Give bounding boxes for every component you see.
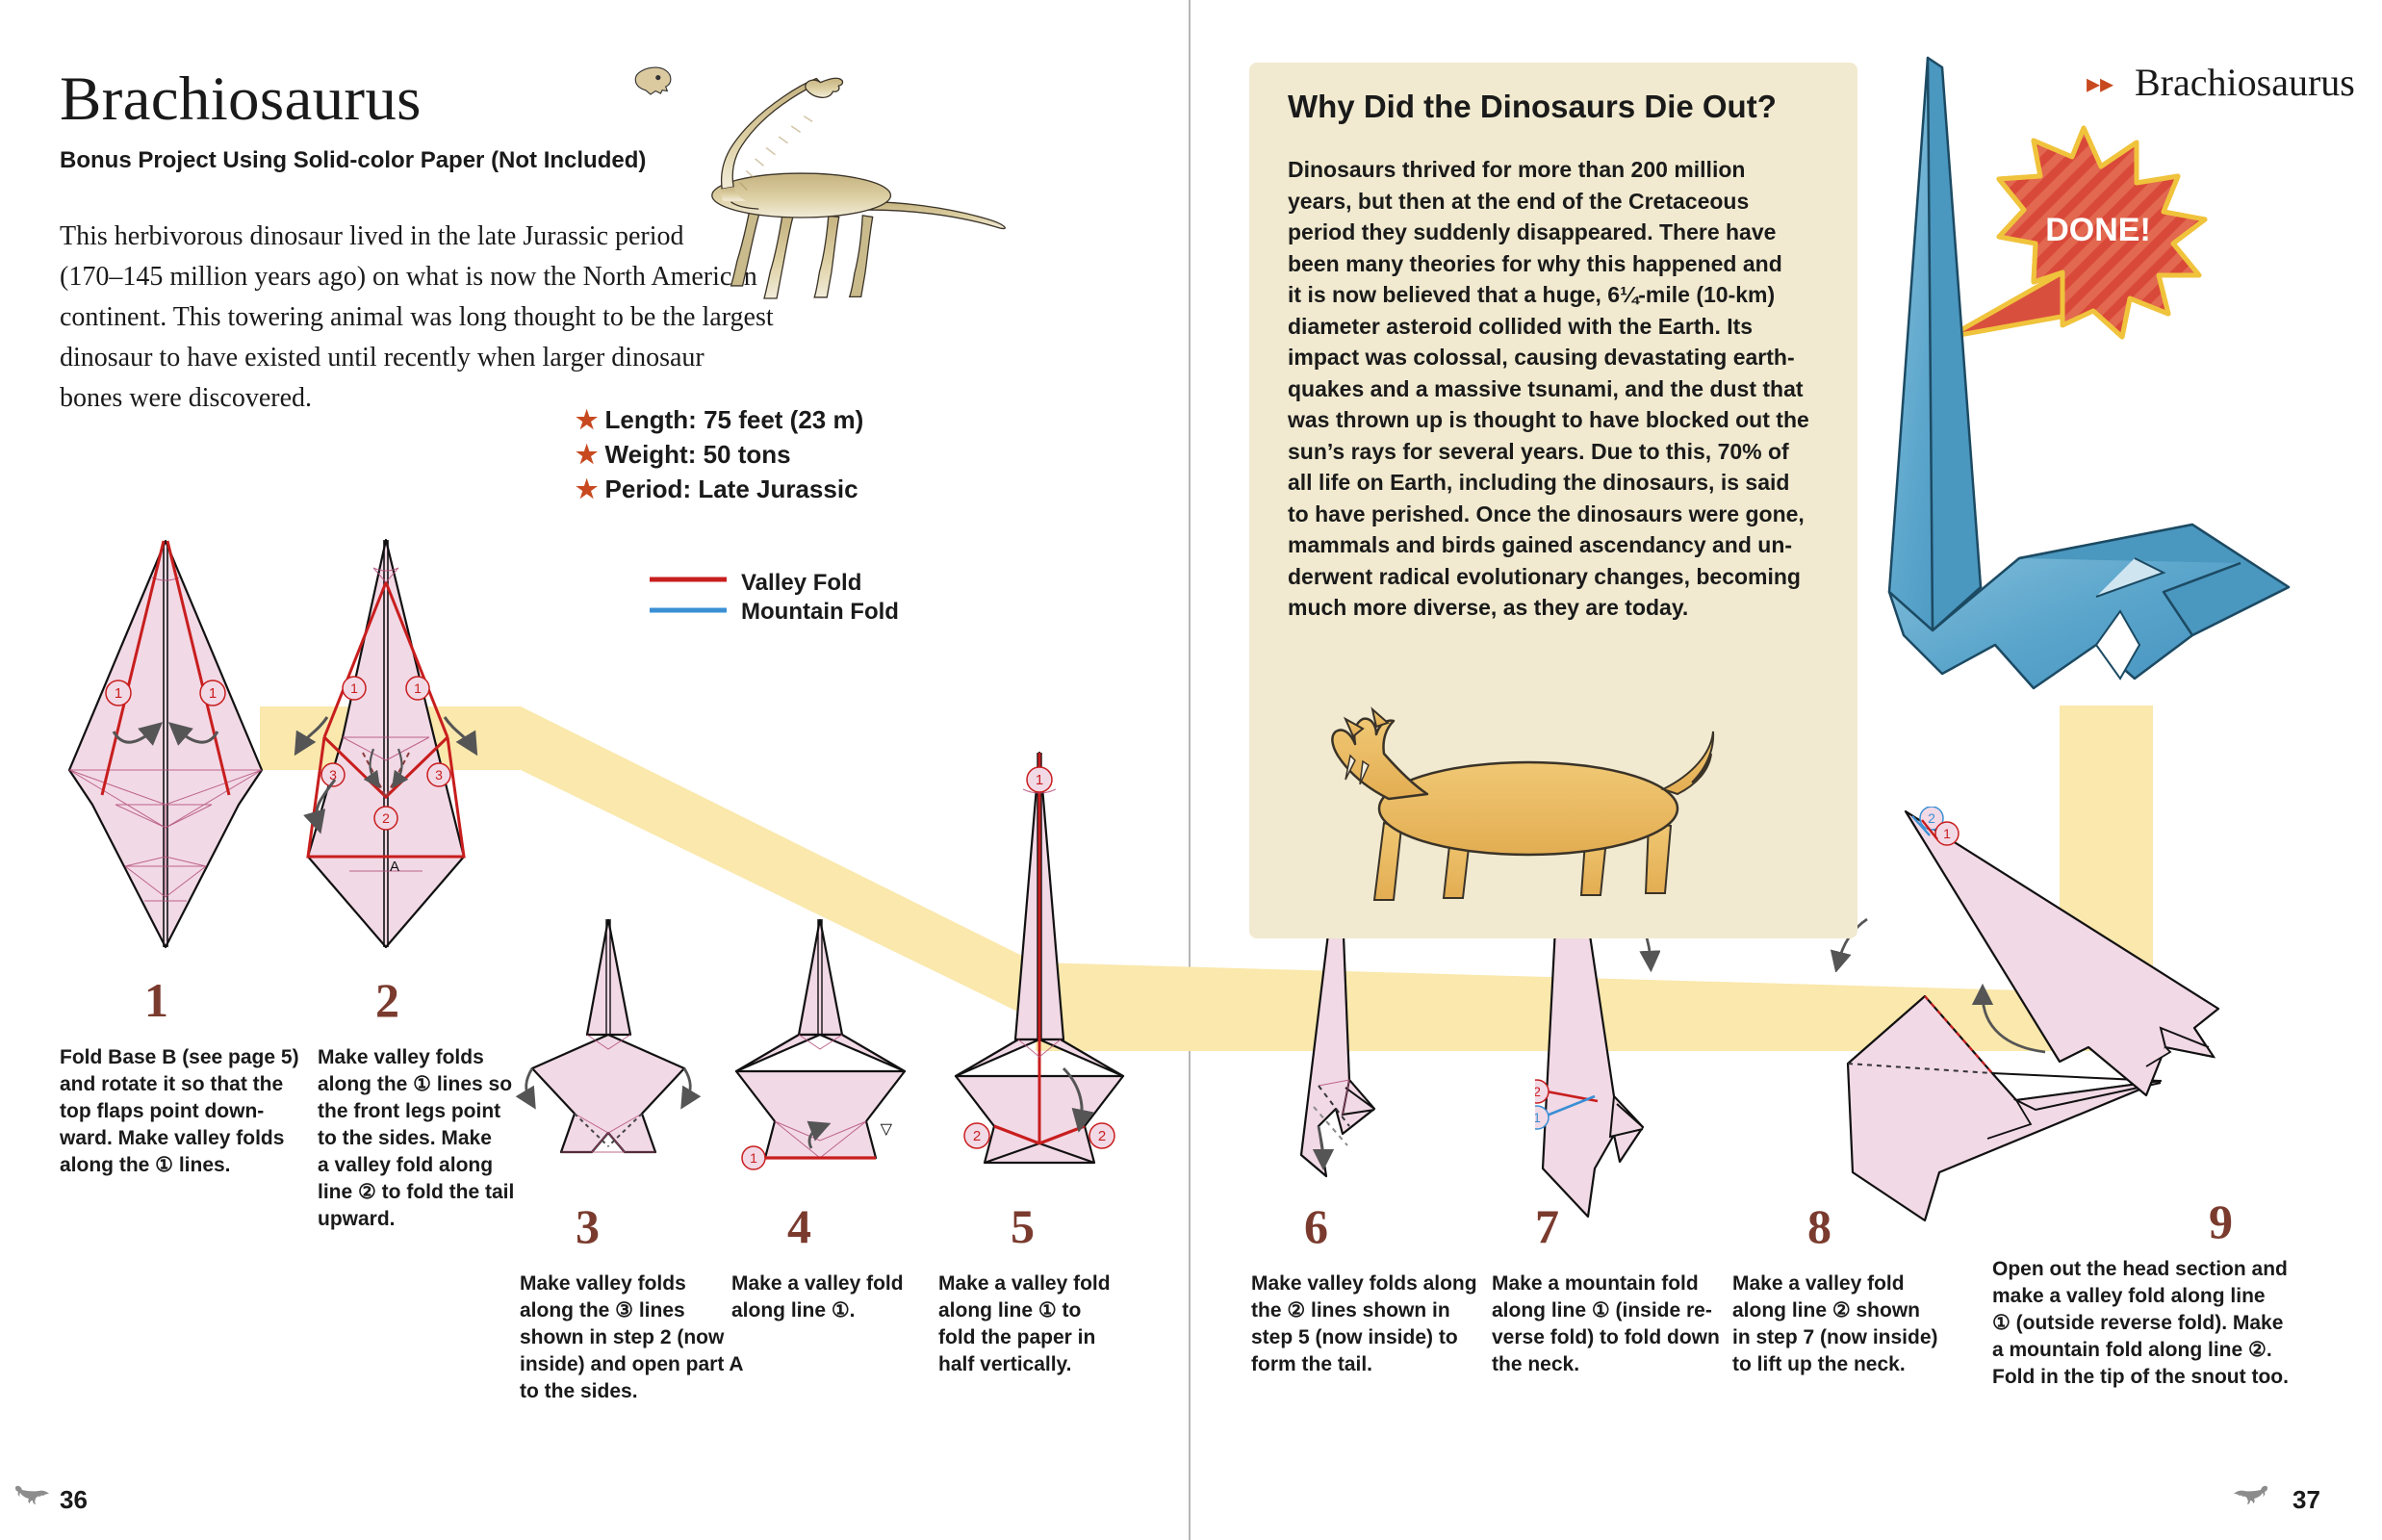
svg-text:1: 1 [1943, 826, 1951, 841]
svg-text:1: 1 [209, 685, 217, 702]
svg-text:2: 2 [1928, 810, 1935, 826]
svg-text:2: 2 [973, 1128, 981, 1144]
svg-text:A: A [390, 859, 399, 875]
svg-text:2: 2 [382, 810, 390, 826]
svg-text:1: 1 [115, 685, 122, 702]
svg-text:◁: ◁ [878, 1123, 894, 1136]
svg-text:2: 2 [1098, 1128, 1106, 1144]
svg-text:2: 2 [1535, 1084, 1541, 1099]
svg-text:1: 1 [414, 680, 422, 696]
svg-text:1: 1 [1036, 772, 1043, 788]
svg-text:1: 1 [1535, 1110, 1541, 1125]
svg-text:1: 1 [750, 1150, 757, 1166]
svg-text:1: 1 [350, 680, 358, 696]
svg-text:3: 3 [435, 767, 443, 783]
